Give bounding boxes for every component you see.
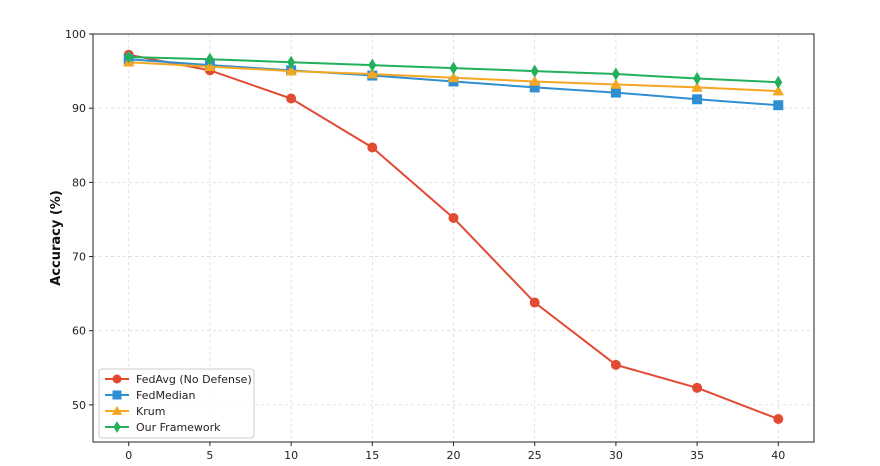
x-tick-label: 0 — [125, 449, 132, 462]
legend-item: Our Framework — [105, 421, 221, 434]
data-point — [449, 61, 458, 75]
x-tick-label: 35 — [690, 449, 704, 462]
y-tick-label: 80 — [72, 176, 86, 189]
data-point — [772, 85, 785, 96]
data-point — [530, 64, 539, 78]
y-tick-label: 100 — [65, 28, 86, 41]
legend-marker — [112, 390, 122, 400]
y-tick-label: 70 — [72, 251, 86, 264]
data-point — [773, 414, 784, 425]
legend-marker — [111, 405, 123, 415]
series-fedavg-no-defense — [123, 49, 784, 425]
data-point — [286, 93, 297, 104]
data-point — [773, 100, 784, 111]
series-krum — [122, 56, 785, 96]
data-point — [205, 52, 214, 66]
data-point — [285, 65, 297, 76]
data-point — [692, 382, 703, 393]
data-point — [774, 75, 783, 89]
legend-item: FedMedian — [105, 389, 196, 402]
data-point — [610, 78, 622, 89]
series-layer — [122, 49, 785, 425]
y-tick-label: 90 — [72, 102, 86, 115]
x-tick-label: 15 — [365, 449, 379, 462]
data-point — [692, 94, 703, 105]
x-tick-label: 5 — [206, 449, 213, 462]
series-our-framework — [124, 50, 783, 89]
legend-box — [98, 368, 255, 439]
legend: FedAvg (No Defense) FedMedian Krum Our Fram… — [98, 368, 255, 439]
data-point — [368, 58, 377, 72]
data-point — [611, 67, 620, 81]
data-point — [367, 142, 378, 153]
legend-item: Krum — [105, 405, 165, 418]
data-point — [610, 87, 621, 98]
data-point — [529, 82, 540, 93]
legend-label: FedMedian — [136, 389, 196, 402]
data-point — [448, 212, 459, 223]
legend-label: Krum — [136, 405, 165, 418]
data-point — [610, 359, 621, 370]
data-point — [366, 68, 379, 79]
x-tick-label: 20 — [447, 449, 461, 462]
legend-label: FedAvg (No Defense) — [136, 373, 252, 386]
x-tick-label: 30 — [609, 449, 623, 462]
data-point — [124, 50, 133, 64]
data-point — [447, 72, 460, 83]
legend-label: Our Framework — [136, 421, 221, 434]
data-point — [691, 81, 703, 92]
legend-marker — [113, 421, 121, 433]
x-tick-label: 10 — [284, 449, 298, 462]
data-point — [528, 75, 541, 86]
x-tick-label: 40 — [771, 449, 785, 462]
data-point — [693, 72, 702, 86]
legend-item: FedAvg (No Defense) — [105, 373, 252, 386]
y-tick-label: 60 — [72, 325, 86, 338]
ticks: 0 5 10 15 20 25 30 35 40 50 60 70 80 90 100 — [65, 28, 785, 462]
legend-marker — [112, 374, 122, 384]
data-point — [529, 297, 540, 308]
y-axis-label: Accuracy (%) — [49, 190, 64, 286]
data-point — [204, 60, 216, 71]
x-tick-label: 25 — [528, 449, 542, 462]
data-point — [287, 55, 296, 69]
y-tick-label: 50 — [72, 399, 86, 412]
